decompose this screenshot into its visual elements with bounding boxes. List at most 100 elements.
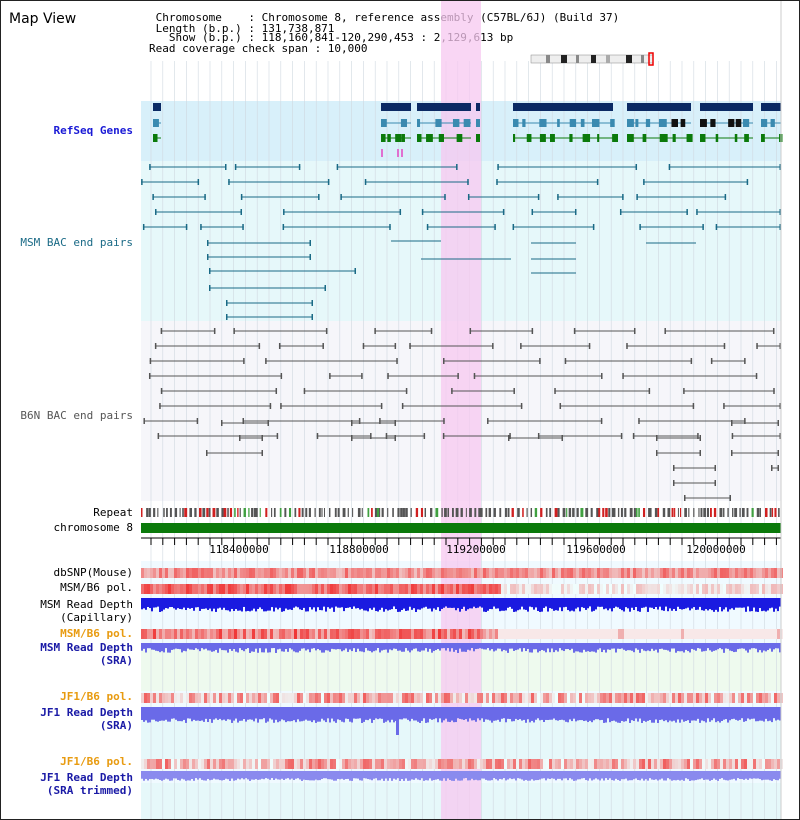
bac-end xyxy=(267,420,269,426)
refseq-exon xyxy=(569,134,573,142)
depth-bar xyxy=(431,643,433,653)
refseq-exon xyxy=(513,134,516,142)
depth-bar xyxy=(547,707,549,721)
heat-cell xyxy=(444,759,447,769)
depth-bar xyxy=(647,707,649,721)
heat-cell xyxy=(612,759,615,769)
depth-bar xyxy=(697,771,699,780)
depth-bar xyxy=(227,643,229,653)
repeat-mark xyxy=(157,508,159,517)
depth-bar xyxy=(465,771,467,779)
length-info: Length (b.p.) : 131,738,871 xyxy=(149,22,335,35)
depth-bar xyxy=(429,598,431,609)
heat-cell xyxy=(687,629,690,639)
bac-end xyxy=(777,420,779,426)
depth-bar xyxy=(453,643,455,652)
heat-cell xyxy=(699,759,702,769)
bac-end xyxy=(622,194,624,200)
heat-cell xyxy=(579,568,582,578)
depth-bar xyxy=(243,643,245,652)
heat-cell xyxy=(615,759,618,769)
depth-bar xyxy=(449,771,451,781)
heat-cell xyxy=(303,693,306,703)
heat-cell xyxy=(216,568,219,578)
depth-bar xyxy=(145,771,147,779)
depth-bar xyxy=(561,771,563,781)
bac-end xyxy=(601,373,603,379)
depth-bar xyxy=(779,707,781,721)
bac-end xyxy=(771,465,773,471)
heat-cell xyxy=(162,693,165,703)
repeat-mark xyxy=(657,508,660,517)
depth-bar xyxy=(695,707,697,721)
repeat-mark xyxy=(379,508,381,517)
repeat-mark xyxy=(480,508,483,517)
bac-end xyxy=(324,285,326,291)
depth-bar xyxy=(183,707,185,720)
depth-bar xyxy=(663,598,665,611)
depth-bar xyxy=(187,707,189,719)
depth-bar xyxy=(735,643,737,652)
heat-cell xyxy=(333,568,336,578)
heat-cell xyxy=(225,629,228,639)
bac-end xyxy=(531,209,534,215)
depth-bar xyxy=(415,707,417,721)
depth-bar xyxy=(407,643,409,651)
depth-bar xyxy=(705,707,707,723)
repeat-mark xyxy=(265,508,268,517)
depth-bar xyxy=(551,598,553,609)
heat-cell xyxy=(204,759,207,769)
heat-cell xyxy=(567,568,570,578)
refseq-genes-label[interactable]: RefSeq Genes xyxy=(53,124,133,137)
heat-cell xyxy=(603,759,606,769)
heat-cell xyxy=(642,584,645,594)
heat-cell xyxy=(603,693,606,703)
repeat-mark xyxy=(741,508,745,517)
heat-cell xyxy=(564,629,567,639)
depth-bar xyxy=(675,707,677,723)
heat-cell xyxy=(606,759,609,769)
heat-cell xyxy=(591,759,594,769)
depth-bar xyxy=(265,598,267,612)
heat-cell xyxy=(483,759,486,769)
repeat-mark xyxy=(677,508,679,517)
heat-cell xyxy=(621,629,624,639)
msm-bac-end-pairs-label[interactable]: MSM BAC end pairs xyxy=(20,236,133,249)
heat-cell xyxy=(531,629,534,639)
depth-bar xyxy=(299,598,301,610)
b6n-bac-end-pairs-label[interactable]: B6N BAC end pairs xyxy=(20,409,133,422)
bac-end xyxy=(777,465,779,471)
heat-cell xyxy=(333,693,336,703)
depth-bar xyxy=(327,771,329,780)
heat-cell xyxy=(333,629,336,639)
bac-end xyxy=(509,433,511,439)
heat-cell xyxy=(492,629,495,639)
heat-cell xyxy=(210,693,213,703)
depth-bar xyxy=(277,598,279,610)
heat-cell xyxy=(405,629,408,639)
depth-bar xyxy=(371,643,373,653)
heat-cell xyxy=(336,759,339,769)
depth-bar xyxy=(411,707,413,719)
depth-bar xyxy=(729,771,731,780)
depth-bar xyxy=(421,598,423,609)
heat-cell xyxy=(540,584,543,594)
depth-bar xyxy=(465,707,467,720)
depth-bar xyxy=(149,598,151,609)
repeat-mark xyxy=(684,508,687,517)
depth-bar xyxy=(367,707,369,721)
refseq-gene-block xyxy=(761,103,781,111)
bac-end xyxy=(497,164,499,170)
depth-bar xyxy=(485,707,487,720)
depth-bar xyxy=(433,771,435,781)
heat-cell xyxy=(738,693,741,703)
repeat-mark xyxy=(430,508,433,517)
heat-cell xyxy=(753,693,756,703)
heat-cell xyxy=(555,584,558,594)
depth-bar xyxy=(261,598,263,610)
depth-bar xyxy=(529,598,531,607)
heat-cell xyxy=(168,568,171,578)
repeat-mark xyxy=(337,508,340,517)
depth-bar xyxy=(449,598,451,608)
